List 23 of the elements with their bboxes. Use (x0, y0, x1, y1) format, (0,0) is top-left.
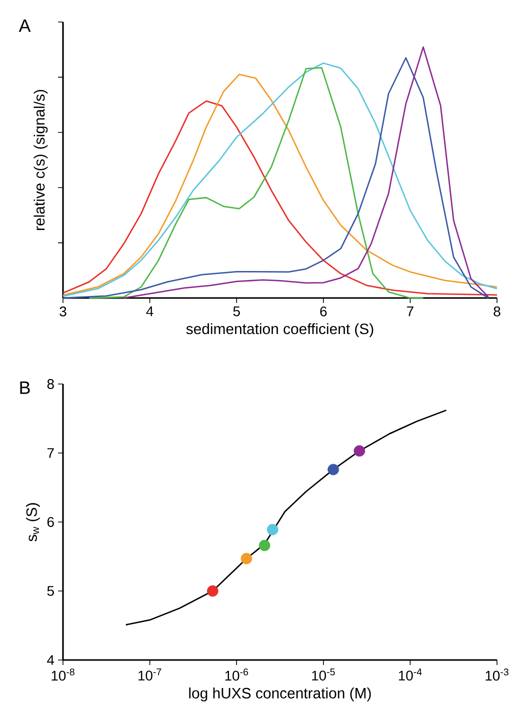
x-axis-title: sedimentation coefficient (S) (186, 323, 374, 338)
x-tick-label: 10$^{-3}$ (486, 668, 508, 681)
x-tick-label: 3 (60, 306, 66, 316)
y-axis-title: relative c(s) (signal/s) (34, 90, 48, 230)
x-tick-label: 7 (407, 306, 414, 316)
x-tick-label: 10$^{-7}$ (138, 668, 162, 681)
x-tick-label: 10$^{-5}$ (312, 668, 335, 681)
chart-title: B (20, 382, 30, 394)
x-axis-title: log hUXS concentration (M) (189, 688, 371, 702)
y-tick-label: 5 (47, 586, 54, 596)
x-tick-label: 6 (320, 306, 327, 316)
x-tick-label: 8 (494, 306, 500, 316)
y-tick-label: 4 (47, 655, 54, 665)
x-tick-label: 10$^{-8}$ (52, 668, 74, 681)
y-axis-title: s$_{w}$ (S) (26, 503, 40, 542)
chart-title: A (18, 20, 31, 32)
x-tick-label: 5 (233, 306, 240, 316)
y-tick-label: 6 (47, 517, 54, 527)
y-tick-label: 8 (47, 379, 54, 389)
x-tick-label: 10$^{-4}$ (398, 668, 422, 681)
x-tick-label: 4 (146, 306, 154, 316)
y-tick-label: 7 (47, 448, 54, 458)
x-tick-label: 10$^{-6}$ (225, 668, 248, 681)
